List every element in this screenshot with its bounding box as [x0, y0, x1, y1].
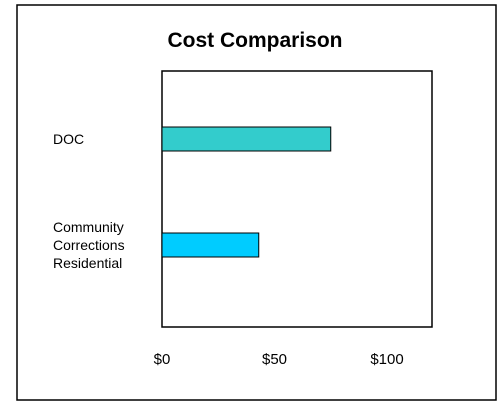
plot-area [161, 70, 433, 328]
x-tick-labels: $0 $50 $100 [154, 351, 404, 368]
category-labels: DOC Community Corrections Residential [53, 131, 125, 271]
x-tick-label-0: $0 [154, 351, 171, 368]
bar-1 [161, 232, 260, 258]
bar-0 [161, 126, 332, 152]
category-label-1: Community Corrections Residential [53, 219, 125, 271]
x-tick-label-2: $100 [370, 351, 403, 368]
bars-layer [161, 126, 332, 258]
category-label-0: DOC [53, 131, 84, 147]
category-label-line: Community [53, 219, 124, 235]
category-label-line: Residential [53, 255, 122, 271]
x-tick-label-1: $50 [262, 351, 287, 368]
category-label-line: Corrections [53, 237, 125, 253]
chart-title: Cost Comparison [167, 29, 342, 52]
category-label-line: DOC [53, 131, 84, 147]
